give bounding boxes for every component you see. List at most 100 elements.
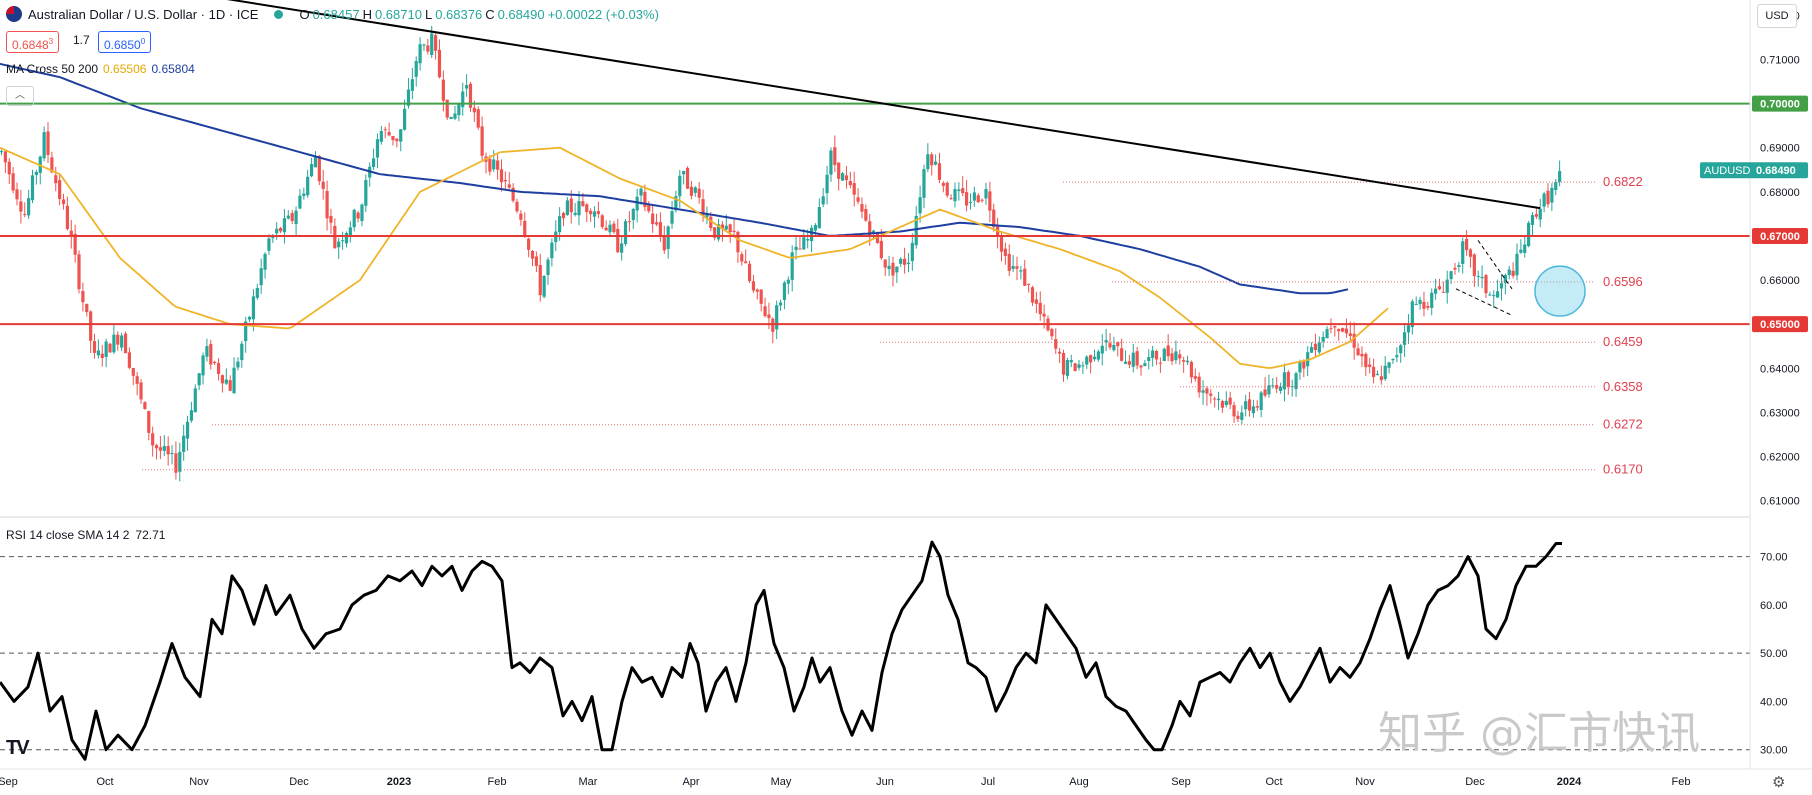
candle-body <box>232 367 236 394</box>
time-tick-label: Oct <box>96 776 113 788</box>
candle-body <box>201 355 205 376</box>
candle-body <box>1100 345 1104 354</box>
candle-body <box>282 218 287 233</box>
candle-body <box>27 198 31 216</box>
price-tick-label: 0.68000 <box>1760 187 1800 199</box>
ohlc-change: +0.00022 (+0.03%) <box>547 6 659 22</box>
candle-body <box>639 188 643 196</box>
candle-body <box>1131 352 1135 367</box>
candle-body <box>891 262 895 276</box>
candle-body <box>1081 365 1085 367</box>
candle-body <box>1468 249 1473 257</box>
candle-body <box>104 341 108 357</box>
settings-gear-icon[interactable]: ⚙ <box>1772 774 1786 791</box>
candle-body <box>1546 190 1550 205</box>
candle-body <box>817 207 821 229</box>
candle-body <box>1337 329 1341 332</box>
candle-body <box>1158 362 1163 364</box>
candle-body <box>527 238 531 250</box>
candle-body <box>1383 365 1387 380</box>
sell-price-button[interactable]: 0.68483 <box>6 31 60 53</box>
candle-body <box>953 189 957 202</box>
candle-body <box>306 176 310 196</box>
dotted-level-label: 0.6358 <box>1603 379 1643 394</box>
candle-body <box>426 45 430 52</box>
candle-body <box>1216 398 1221 401</box>
time-tick-label: Oct <box>1265 776 1282 788</box>
candle-body <box>1352 333 1356 348</box>
candle-body <box>395 138 399 142</box>
time-tick-label: Jul <box>981 776 995 788</box>
candle-body <box>1193 376 1197 379</box>
candle-body <box>1224 400 1228 406</box>
candle-body <box>1321 336 1325 342</box>
currency-selector[interactable]: USD <box>1757 4 1797 28</box>
candle-body <box>1344 328 1349 334</box>
candle-body <box>709 216 713 229</box>
candle-body <box>1542 193 1546 207</box>
time-tick-label: Sep <box>1171 776 1191 788</box>
candle-body <box>778 302 783 306</box>
buy-price: 0.6850 <box>104 38 141 52</box>
candle-body <box>1375 373 1380 376</box>
candle-body <box>127 352 132 368</box>
candle-body <box>1317 342 1321 353</box>
candle-body <box>1325 329 1329 339</box>
candle-body <box>437 49 442 78</box>
candle-body <box>100 353 104 358</box>
candle-body <box>600 215 604 227</box>
candle-body <box>713 227 717 238</box>
candle-body <box>259 268 263 286</box>
candle-body <box>1228 397 1232 405</box>
candle-body <box>1406 325 1411 333</box>
candle-body <box>937 163 942 180</box>
candle-body <box>1189 361 1194 378</box>
candle-body <box>496 160 500 170</box>
candle-body <box>1170 353 1174 362</box>
tradingview-logo[interactable]: TV <box>6 737 30 759</box>
flag-upper-line <box>1477 240 1513 290</box>
candle-body <box>480 126 484 156</box>
candle-body <box>120 335 124 348</box>
candle-body <box>1484 275 1488 294</box>
candle-body <box>263 253 267 270</box>
candle-body <box>488 158 492 172</box>
candle-body <box>1147 357 1151 361</box>
candle-body <box>573 212 577 215</box>
candle-body <box>771 318 775 332</box>
candle-body <box>980 199 984 201</box>
candle-body <box>744 261 748 264</box>
candle-body <box>1360 353 1364 357</box>
time-tick-label: Dec <box>1465 776 1485 788</box>
candle-body <box>54 175 58 184</box>
ma-cross-legend[interactable]: MA Cross 50 200 0.65506 0.65804 <box>6 62 195 76</box>
candle-body <box>693 187 697 193</box>
collapse-legend-button[interactable]: ︿ <box>6 86 34 106</box>
ma200-value: 0.65804 <box>151 62 195 76</box>
ohlc-close-key: C <box>485 6 495 22</box>
candle-body <box>1410 301 1414 328</box>
time-tick-label: Feb <box>1672 776 1691 788</box>
rsi-legend[interactable]: RSI 14 close SMA 14 2 72.71 <box>6 528 165 542</box>
candle-body <box>1259 392 1263 410</box>
candle-body <box>647 204 651 212</box>
candle-body <box>844 175 849 181</box>
candle-body <box>1294 373 1298 390</box>
candle-body <box>1488 294 1492 296</box>
ohlc-open-key: O <box>299 6 310 22</box>
candle-body <box>1116 341 1120 347</box>
candle-body <box>1496 291 1500 298</box>
candle-body <box>1430 292 1434 308</box>
time-tick-label: Nov <box>1355 776 1375 788</box>
ma50-value: 0.65506 <box>103 62 147 76</box>
candle-body <box>1499 283 1504 289</box>
symbol-legend[interactable]: Australian Dollar / U.S. Dollar · 1D · I… <box>6 3 659 25</box>
candle-body <box>635 196 639 211</box>
rsi-tick-label: 70.00 <box>1760 552 1788 564</box>
candle-body <box>0 151 4 153</box>
candle-body <box>399 129 403 142</box>
candle-body <box>468 83 473 108</box>
buy-price-button[interactable]: 0.68500 <box>98 31 152 53</box>
candle-body <box>290 212 294 222</box>
